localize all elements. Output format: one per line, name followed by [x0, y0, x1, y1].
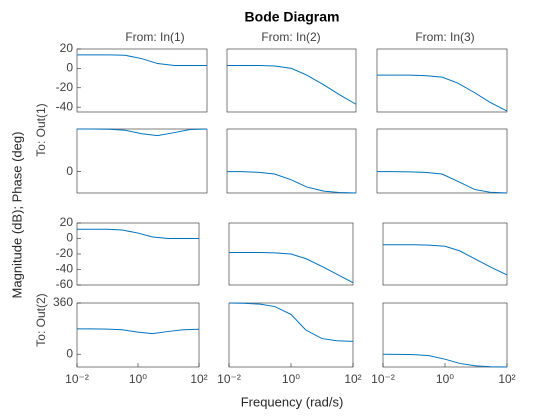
- response-line: [77, 128, 208, 137]
- chart-title: Bode Diagram: [245, 9, 340, 25]
- x-tick-label: 10²: [344, 372, 361, 386]
- y-tick-label: 20: [60, 41, 74, 55]
- y-tick-label: 0: [66, 61, 73, 75]
- response-line: [228, 302, 354, 342]
- column-title: From: In(3): [415, 30, 474, 44]
- y-tick-label: -20: [56, 246, 74, 260]
- response-line: [383, 244, 508, 276]
- axes-box: [376, 48, 508, 113]
- axes-box: [382, 222, 508, 286]
- axes-box: [382, 302, 508, 368]
- x-tick-label: 10²: [190, 372, 207, 386]
- y-tick-label: -60: [56, 277, 74, 291]
- axes-box: [76, 128, 208, 194]
- axes-box: [76, 48, 208, 113]
- axes-box: [76, 302, 200, 368]
- response-line: [77, 228, 199, 239]
- response-line: [229, 251, 354, 284]
- x-tick-label: 10⁻²: [217, 372, 241, 386]
- x-tick-label: 10²: [498, 372, 515, 386]
- axes-box: [226, 48, 357, 113]
- response-line: [77, 328, 200, 335]
- x-tick-label: 10⁻²: [371, 372, 395, 386]
- row-title: To: Out(2): [34, 293, 48, 346]
- y-tick-label: -20: [56, 80, 74, 94]
- x-tick-label: 10⁰: [129, 372, 147, 386]
- y-tick-label: 0: [66, 346, 73, 360]
- response-line: [382, 353, 508, 368]
- y-axis-label: Magnitude (dB); Phase (deg): [9, 132, 24, 299]
- y-tick-label: 360: [53, 295, 73, 309]
- response-line: [377, 74, 508, 112]
- y-tick-label: -40: [56, 99, 74, 113]
- column-title: From: In(1): [125, 30, 184, 44]
- response-line: [227, 64, 357, 105]
- row-title: To: Out(1): [34, 103, 48, 156]
- y-tick-label: -40: [56, 262, 74, 276]
- x-tick-label: 10⁰: [436, 372, 454, 386]
- response-line: [377, 171, 508, 194]
- axes-box: [226, 128, 357, 194]
- y-tick-label: 0: [66, 231, 73, 245]
- axes-box: [228, 302, 354, 368]
- x-tick-label: 10⁰: [282, 372, 300, 386]
- y-tick-label: 20: [60, 215, 74, 229]
- response-line: [77, 54, 207, 66]
- y-tick-label: 0: [66, 164, 73, 178]
- response-line: [227, 171, 357, 194]
- x-tick-label: 10⁻²: [65, 372, 89, 386]
- axes-box: [376, 128, 508, 194]
- axes-box: [76, 222, 200, 286]
- x-axis-label: Frequency (rad/s): [241, 394, 344, 409]
- column-title: From: In(2): [261, 30, 320, 44]
